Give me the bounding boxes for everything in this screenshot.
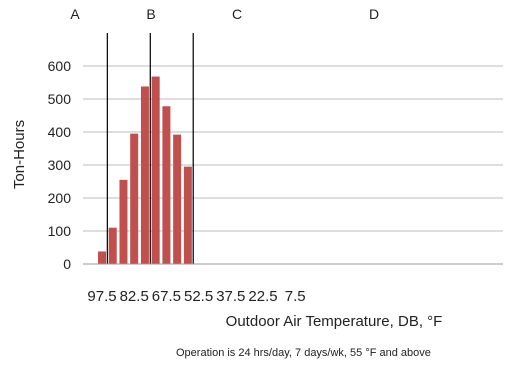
bar-77.5 [140,86,149,265]
zone-label-c: C [232,6,242,22]
y-tick-label: 200 [48,190,72,206]
y-tick-label: 100 [48,223,72,239]
x-tick-label: 82.5 [120,288,149,305]
bar-97.5 [98,251,106,264]
x-tick-label: 52.5 [184,288,213,305]
operation-note: Operation is 24 hrs/day, 7 days/wk, 55 °… [176,347,431,359]
zone-label-d: D [369,6,379,22]
bar-62.5 [173,134,182,264]
x-tick-label: 22.5 [248,288,277,305]
labels-layer: 0 100 200 300 400 500 600 A B C D 97.5 82.5 67.5 52.5 3… [11,6,442,330]
bar-72.5 [151,76,160,264]
zone-boundary-layer [106,33,194,264]
x-tick-label: 7.5 [285,288,306,305]
y-tick-label: 400 [48,124,72,140]
y-tick-label: 600 [48,58,72,74]
x-tick-label: 37.5 [216,288,245,305]
y-tick-label: 500 [48,91,72,107]
bar-57.5 [183,166,192,264]
bar-92.5 [108,227,117,264]
bars-layer [98,76,192,265]
x-tick-label: 97.5 [87,288,116,305]
zone-label-b: B [146,6,155,22]
bar-87.5 [119,179,128,264]
x-axis-label: Outdoor Air Temperature, DB, °F [226,313,443,330]
zone-label-a: A [70,6,80,22]
bar-67.5 [162,106,171,264]
bar-82.5 [130,133,139,264]
x-tick-label: 67.5 [152,288,181,305]
y-tick-label: 0 [63,256,71,272]
y-axis-label: Ton-Hours [11,120,28,189]
y-tick-label: 300 [48,157,72,173]
